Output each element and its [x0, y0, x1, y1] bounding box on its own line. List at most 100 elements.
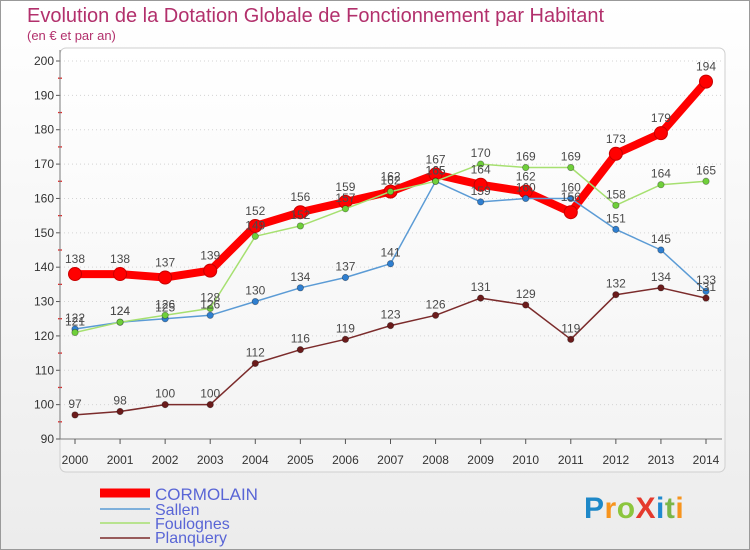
data-label-cormolain-2000: 138	[65, 252, 85, 266]
point-foulognes-2004	[251, 232, 259, 240]
point-sallen-2004	[251, 297, 259, 306]
x-tick-label: 2001	[107, 453, 134, 467]
data-label-sallen-2007: 141	[380, 246, 400, 260]
data-label-foulognes-2003: 128	[200, 290, 220, 304]
point-sallen-2003	[206, 311, 214, 319]
point-foulognes-2001	[116, 318, 124, 326]
data-label-planquery-2003: 100	[200, 387, 220, 401]
point-sallen-2010	[522, 194, 530, 203]
x-tick-label: 2002	[152, 453, 179, 467]
point-foulognes-2007	[386, 187, 395, 196]
point-cormolain-2014	[699, 74, 713, 89]
data-label-cormolain-2006: 159	[335, 180, 355, 194]
y-tick-label: 180	[34, 123, 54, 137]
point-cormolain-2012	[608, 146, 623, 161]
point-planquery-2004	[251, 359, 259, 367]
point-cormolain-2011	[563, 205, 578, 220]
data-label-planquery-2013: 134	[651, 270, 671, 284]
proxiti-logo: ProXiti	[584, 492, 684, 525]
point-foulognes-2010	[522, 163, 530, 172]
x-tick-label: 2007	[377, 453, 404, 467]
data-label-planquery-2006: 119	[336, 321, 355, 335]
legend: CORMOLAIN Sallen Foulognes Planquery	[100, 485, 258, 547]
point-planquery-2009	[477, 294, 485, 302]
logo-letter: i	[656, 492, 665, 525]
data-label-planquery-2008: 126	[426, 297, 446, 311]
data-label-planquery-2011: 119	[561, 321, 580, 335]
data-label-sallen-2009: 159	[471, 184, 491, 198]
point-planquery-2013	[657, 284, 665, 292]
x-tick-label: 2009	[467, 453, 494, 467]
point-cormolain-2002	[158, 270, 173, 285]
series-foulognes	[71, 160, 710, 337]
data-label-cormolain-2010: 162	[516, 170, 536, 184]
point-cormolain-2000	[68, 267, 82, 282]
data-label-cormolain-2004: 152	[245, 204, 265, 218]
legend-item-planquery: Planquery	[100, 530, 227, 547]
point-cormolain-2004	[248, 218, 263, 233]
data-label-cormolain-2012: 173	[606, 132, 626, 146]
data-label-foulognes-2001: 124	[110, 304, 130, 318]
point-foulognes-2002	[161, 311, 169, 319]
logo-letter: r	[605, 492, 617, 525]
data-label-cormolain-2014: 194	[696, 60, 716, 74]
point-sallen-2012	[612, 225, 620, 233]
data-label-cormolain-2011: 156	[561, 190, 581, 204]
legend-item-foulognes: Foulognes	[100, 516, 230, 533]
data-label-foulognes-2011: 169	[561, 150, 581, 164]
data-label-foulognes-2012: 158	[606, 187, 626, 201]
legend-label-foulognes: Foulognes	[155, 516, 230, 533]
data-label-sallen-2000: 122	[65, 311, 85, 325]
chart-title: Evolution de la Dotation Globale de Fonc…	[27, 5, 604, 27]
point-planquery-2010	[522, 301, 530, 309]
point-sallen-2014	[702, 287, 710, 295]
data-label-sallen-2003: 126	[200, 297, 220, 311]
point-planquery-2011	[567, 335, 575, 343]
y-tick-label: 170	[34, 157, 54, 171]
data-label-sallen-2012: 151	[606, 211, 626, 225]
data-label-sallen-2001: 124	[110, 304, 130, 318]
point-cormolain-2013	[653, 126, 668, 141]
data-label-planquery-2009: 131	[471, 280, 491, 294]
x-tick-label: 2006	[332, 453, 359, 467]
point-planquery-2001	[116, 407, 124, 416]
y-tick-label: 190	[34, 88, 54, 102]
data-label-sallen-2006: 137	[335, 259, 355, 273]
point-planquery-2000	[71, 411, 79, 419]
y-tick-label: 100	[34, 398, 54, 412]
data-label-foulognes-2002: 126	[155, 297, 175, 311]
data-label-foulognes-2013: 164	[651, 167, 671, 181]
data-label-foulognes-2000: 121	[65, 314, 85, 328]
data-label-planquery-2010: 129	[516, 287, 536, 301]
data-label-cormolain-2003: 139	[200, 249, 220, 263]
point-sallen-2011	[567, 194, 575, 203]
series	[68, 74, 713, 419]
data-label-cormolain-2007: 162	[380, 170, 400, 184]
x-tick-label: 2005	[287, 453, 314, 467]
point-cormolain-2005	[293, 205, 308, 220]
x-tick-label: 2014	[693, 453, 720, 467]
point-foulognes-2011	[567, 163, 575, 172]
point-foulognes-2006	[341, 205, 350, 213]
point-sallen-2009	[477, 198, 485, 206]
data-label-foulognes-2004: 149	[245, 218, 265, 232]
data-label-sallen-2005: 134	[290, 270, 310, 284]
data-label-sallen-2008: 165	[426, 163, 446, 177]
point-foulognes-2013	[657, 181, 665, 189]
data-label-planquery-2012: 132	[606, 277, 626, 291]
point-cormolain-2003	[203, 263, 218, 278]
data-label-planquery-2001: 98	[113, 394, 127, 408]
point-foulognes-2012	[612, 201, 620, 209]
y-tick-label: 110	[35, 363, 54, 377]
logo-letter: t	[665, 492, 676, 525]
data-label-foulognes-2014: 165	[696, 163, 716, 177]
data-label-cormolain-2002: 137	[155, 255, 175, 269]
point-planquery-2005	[296, 346, 304, 354]
x-tick-label: 2003	[197, 453, 224, 467]
y-tick-label: 90	[41, 432, 55, 446]
point-foulognes-2005	[296, 222, 304, 230]
x-tick-label: 2013	[648, 453, 675, 467]
data-label-foulognes-2007: 162	[380, 174, 400, 188]
